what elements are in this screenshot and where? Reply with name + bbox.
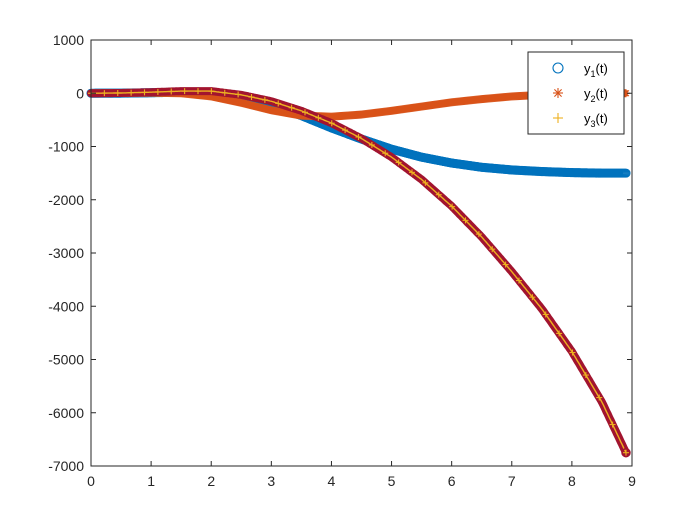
legend: y1(t) y2(t) y3(t)	[527, 51, 625, 135]
series-3-point	[275, 100, 282, 107]
y-tick-label: -1000	[48, 139, 84, 155]
series-3-end-marker	[621, 447, 631, 458]
series-3-point	[368, 141, 375, 148]
x-tick-label: 3	[267, 473, 275, 489]
x-tick-label: 5	[388, 473, 396, 489]
series-3-point	[582, 372, 589, 379]
series-3-point	[101, 90, 108, 97]
series-1-point	[621, 168, 631, 178]
series-3-point	[288, 104, 295, 111]
series-3-point	[489, 246, 496, 253]
series-3-point	[622, 449, 629, 456]
series-3-point	[408, 169, 415, 176]
y-tick-label: -2000	[48, 192, 84, 208]
y-tick-label: -5000	[48, 352, 84, 368]
y-tick-label: 0	[76, 85, 84, 101]
x-tick-label: 6	[448, 473, 456, 489]
legend-label-3: y3(t)	[584, 111, 608, 129]
series-3-point	[462, 217, 469, 224]
series-3-markers	[88, 88, 629, 456]
x-tick-label: 2	[207, 473, 215, 489]
x-tick-label: 8	[568, 473, 576, 489]
legend-marker-2	[553, 88, 563, 98]
legend-marker-2-stroke-d2	[554, 89, 562, 97]
legend-label-1: y1(t)	[584, 61, 608, 79]
series-3-point	[342, 127, 349, 134]
x-tick-label: 9	[628, 473, 636, 489]
legend-label-2: y2(t)	[584, 86, 608, 104]
series-3-point	[569, 349, 576, 356]
x-tick-label: 4	[328, 473, 336, 489]
y-tick-label: -4000	[48, 298, 84, 314]
series-3-point	[475, 231, 482, 238]
series-3-point	[114, 90, 121, 97]
x-tick-label: 1	[147, 473, 155, 489]
x-tick-label: 0	[87, 473, 95, 489]
series-3-point	[235, 91, 242, 98]
series-3-point	[449, 203, 456, 210]
series-3-point	[208, 88, 215, 95]
series-3-point	[154, 88, 161, 95]
series-3-point	[422, 179, 429, 186]
y-tick-label: -6000	[48, 405, 84, 421]
series-3-point	[556, 330, 563, 337]
series-3-point	[181, 88, 188, 95]
series-3-point	[355, 133, 362, 140]
series-3-point	[315, 114, 322, 121]
series-3-point	[301, 109, 308, 116]
y-tick-label: -3000	[48, 245, 84, 261]
series-3-point	[141, 89, 148, 96]
legend-marker-1	[552, 62, 564, 74]
y-tick-label: -7000	[48, 458, 84, 474]
x-tick-label: 7	[508, 473, 516, 489]
legend-box	[527, 51, 625, 135]
series-3-point	[194, 88, 201, 95]
series-3-point	[529, 294, 536, 301]
y-tick-label: 1000	[53, 32, 84, 48]
series-3-point	[395, 159, 402, 166]
series-3-point	[221, 89, 228, 96]
legend-marker-3	[553, 113, 563, 123]
series-3-point	[328, 120, 335, 127]
series-3-point	[502, 261, 509, 268]
series-3-point	[168, 88, 175, 95]
series-3-point	[128, 89, 135, 96]
series-3-point	[515, 277, 522, 284]
series-3-point	[596, 394, 603, 401]
series-3-point	[542, 311, 549, 318]
series-3-point	[382, 150, 389, 157]
axes: 0 1 2 3 4 5 6 7 8 9 1000 0 -1000 -2000 -3000 -4000 -5000…	[48, 32, 636, 489]
series-3-point	[248, 94, 255, 101]
series-3-point	[261, 96, 268, 103]
series-3-point	[435, 191, 442, 198]
series-3-point	[609, 421, 616, 428]
